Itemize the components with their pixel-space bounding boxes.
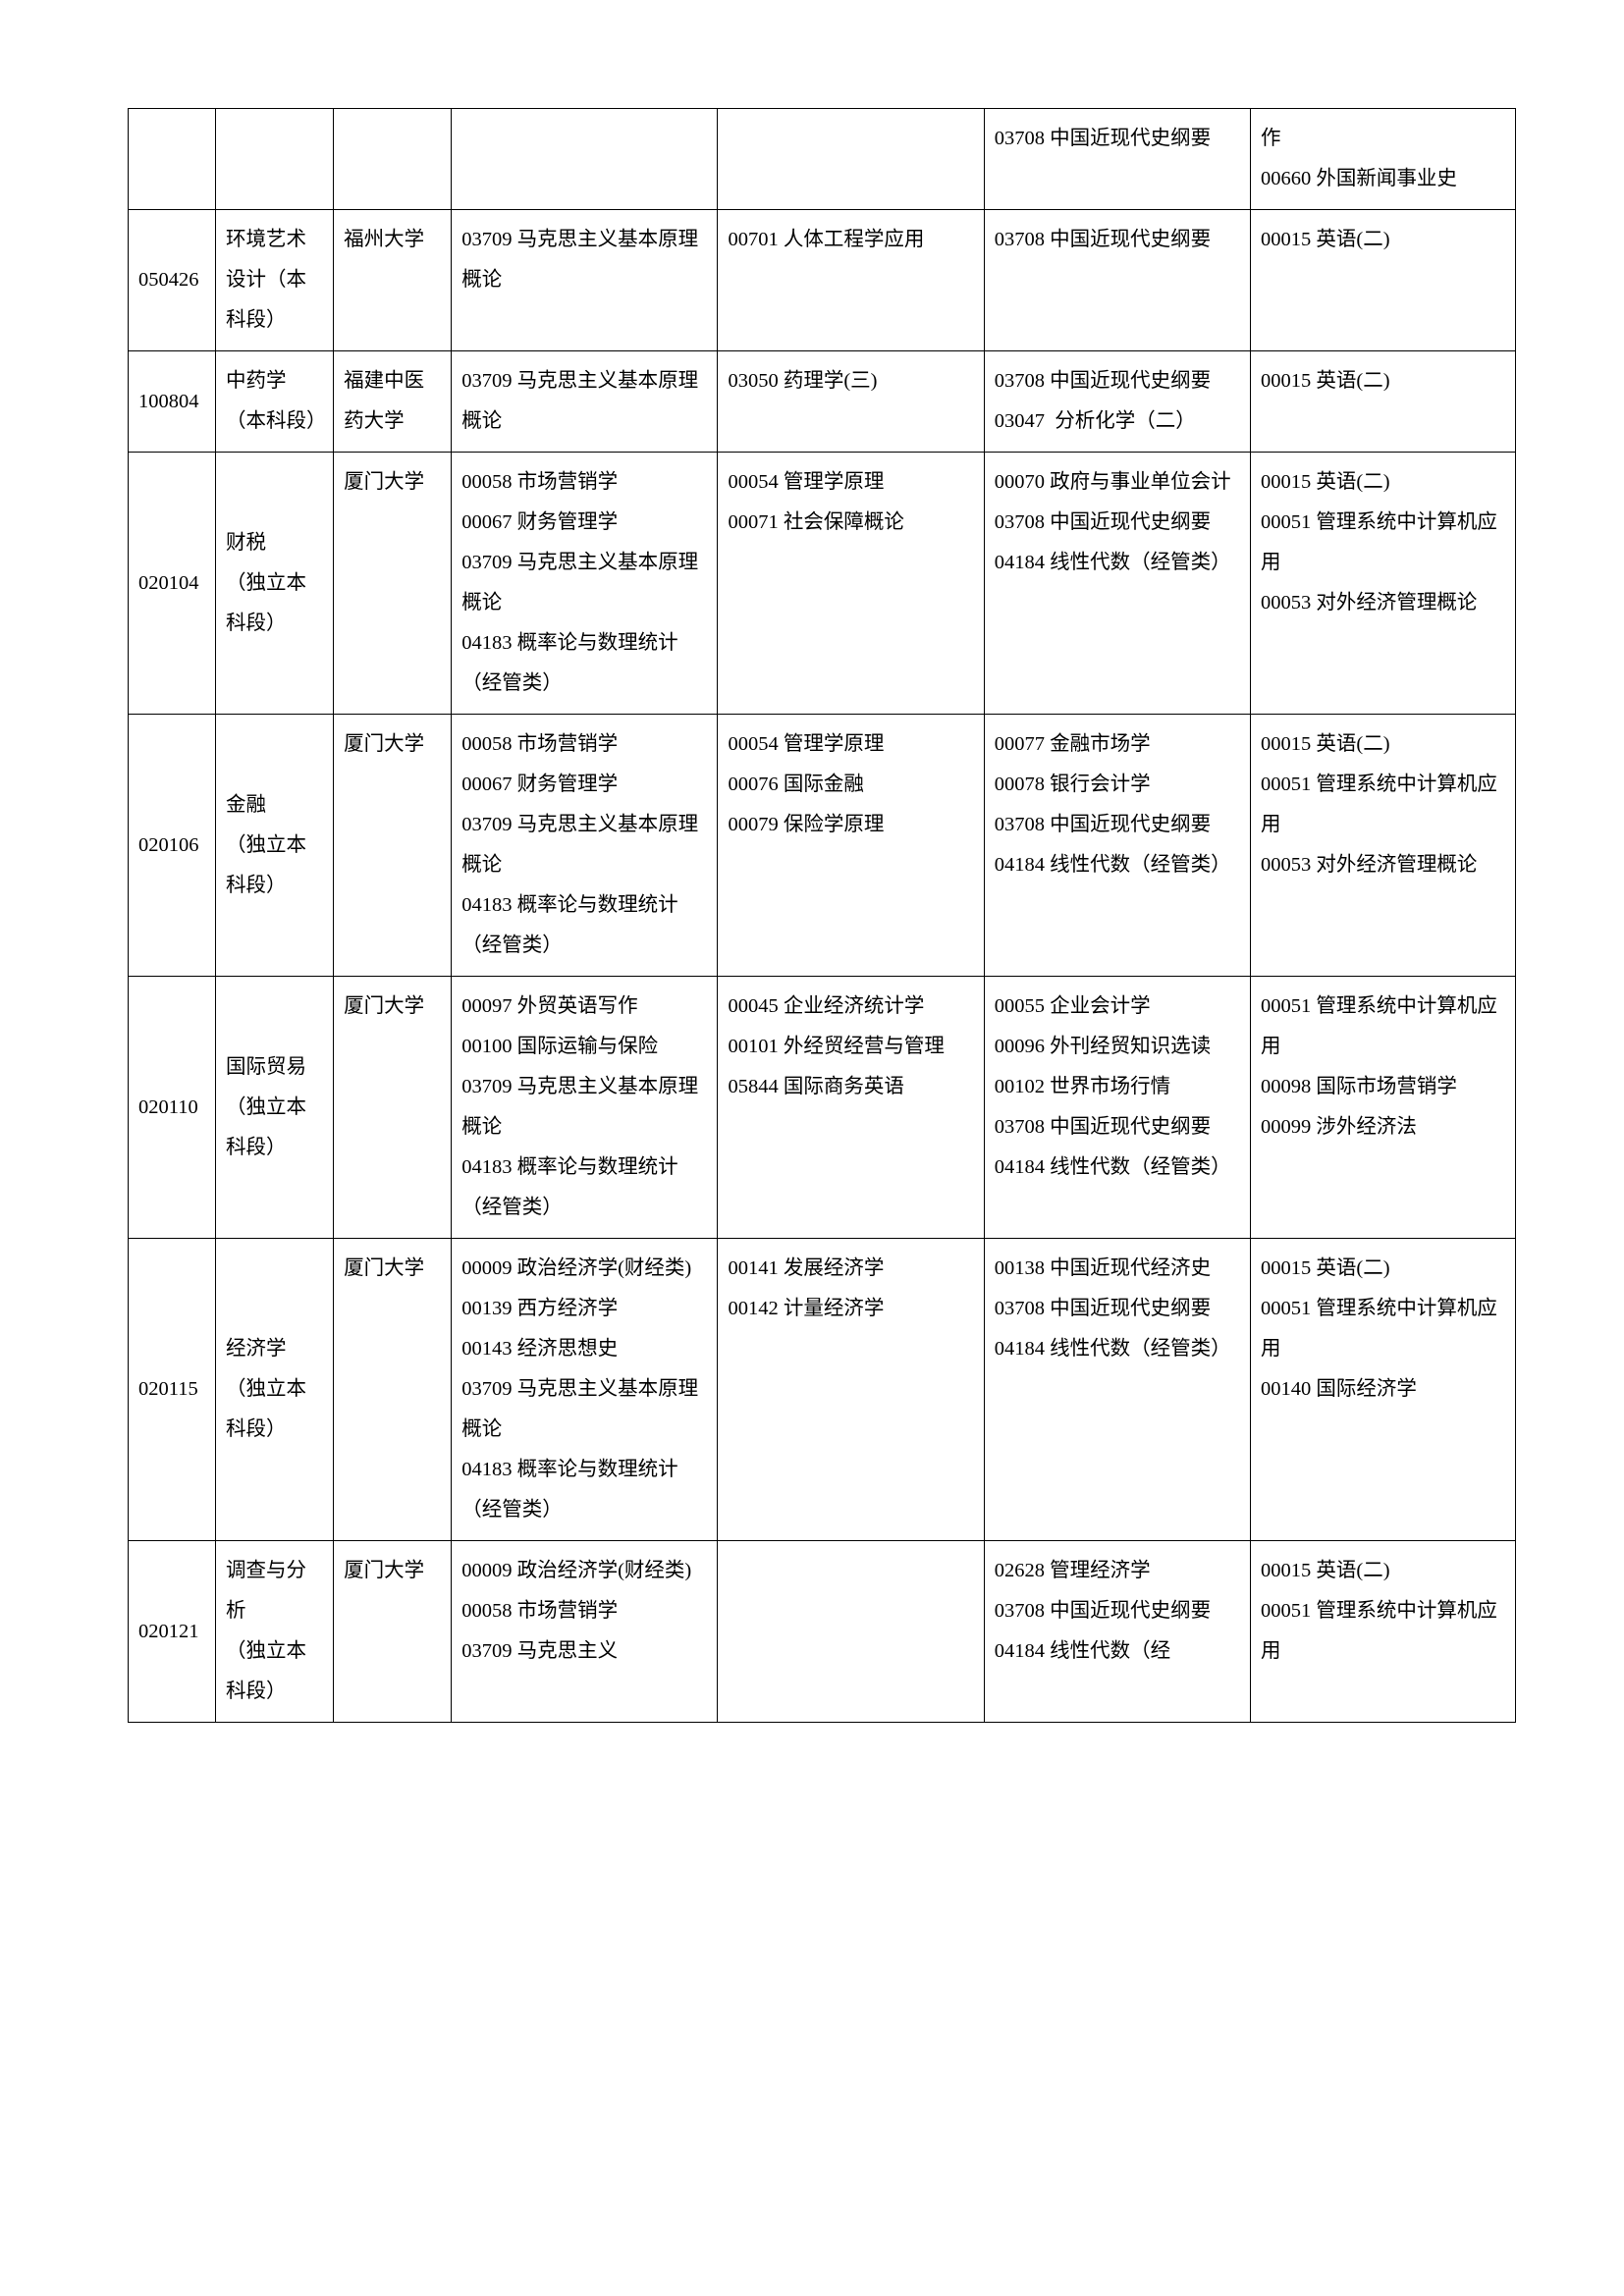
- cell-course-4: 00015 英语(二) 00051 管理系统中计算机应用: [1251, 1541, 1516, 1723]
- cell-course-3: 00055 企业会计学 00096 外刊经贸知识选读 00102 世界市场行情 …: [984, 977, 1250, 1239]
- cell-code: [129, 109, 216, 210]
- cell-school: 厦门大学: [334, 977, 452, 1239]
- cell-code: 020121: [129, 1541, 216, 1723]
- cell-code: 020106: [129, 715, 216, 977]
- cell-course-3: 00070 政府与事业单位会计 03708 中国近现代史纲要 04184 线性代…: [984, 453, 1250, 715]
- cell-major: 环境艺术设计（本科段）: [216, 210, 334, 351]
- table-body: 03708 中国近现代史纲要 作 00660 外国新闻事业史 050426 环境…: [129, 109, 1516, 1723]
- cell-course-2: 00045 企业经济统计学 00101 外经贸经营与管理 05844 国际商务英…: [718, 977, 984, 1239]
- cell-course-1: 03709 马克思主义基本原理概论: [452, 210, 718, 351]
- cell-major: 金融 （独立本科段）: [216, 715, 334, 977]
- cell-course-1: 00058 市场营销学 00067 财务管理学 03709 马克思主义基本原理概…: [452, 715, 718, 977]
- cell-course-4: 00015 英语(二) 00051 管理系统中计算机应用 00053 对外经济管…: [1251, 453, 1516, 715]
- cell-major: 经济学 （独立本科段）: [216, 1239, 334, 1541]
- cell-course-4: 作 00660 外国新闻事业史: [1251, 109, 1516, 210]
- cell-school: 厦门大学: [334, 1541, 452, 1723]
- cell-code: 020115: [129, 1239, 216, 1541]
- cell-course-4: 00015 英语(二) 00051 管理系统中计算机应用 00053 对外经济管…: [1251, 715, 1516, 977]
- cell-course-2: 03050 药理学(三): [718, 351, 984, 453]
- cell-course-3: 02628 管理经济学 03708 中国近现代史纲要 04184 线性代数（经: [984, 1541, 1250, 1723]
- cell-major: 中药学（本科段）: [216, 351, 334, 453]
- cell-school: 厦门大学: [334, 1239, 452, 1541]
- cell-course-3: 00077 金融市场学 00078 银行会计学 03708 中国近现代史纲要 0…: [984, 715, 1250, 977]
- cell-course-4: 00015 英语(二) 00051 管理系统中计算机应用 00140 国际经济学: [1251, 1239, 1516, 1541]
- cell-course-2: [718, 109, 984, 210]
- cell-course-1: 00097 外贸英语写作 00100 国际运输与保险 03709 马克思主义基本…: [452, 977, 718, 1239]
- table-row: 020110 国际贸易 （独立本科段） 厦门大学 00097 外贸英语写作 00…: [129, 977, 1516, 1239]
- table-row: 020106 金融 （独立本科段） 厦门大学 00058 市场营销学 00067…: [129, 715, 1516, 977]
- table-row: 100804 中药学（本科段） 福建中医药大学 03709 马克思主义基本原理概…: [129, 351, 1516, 453]
- cell-school: 厦门大学: [334, 715, 452, 977]
- table-row: 03708 中国近现代史纲要 作 00660 外国新闻事业史: [129, 109, 1516, 210]
- table-row: 020115 经济学 （独立本科段） 厦门大学 00009 政治经济学(财经类)…: [129, 1239, 1516, 1541]
- cell-course-3: 00138 中国近现代经济史 03708 中国近现代史纲要 04184 线性代数…: [984, 1239, 1250, 1541]
- cell-course-3: 03708 中国近现代史纲要: [984, 109, 1250, 210]
- cell-course-2: [718, 1541, 984, 1723]
- cell-course-2: 00141 发展经济学 00142 计量经济学: [718, 1239, 984, 1541]
- table-row: 020104 财税 （独立本科段） 厦门大学 00058 市场营销学 00067…: [129, 453, 1516, 715]
- cell-school: 福州大学: [334, 210, 452, 351]
- cell-major: 国际贸易 （独立本科段）: [216, 977, 334, 1239]
- cell-course-3: 03708 中国近现代史纲要 03047 分析化学（二）: [984, 351, 1250, 453]
- cell-course-3: 03708 中国近现代史纲要: [984, 210, 1250, 351]
- cell-course-1: 00009 政治经济学(财经类) 00058 市场营销学 03709 马克思主义: [452, 1541, 718, 1723]
- cell-course-4: 00051 管理系统中计算机应用 00098 国际市场营销学 00099 涉外经…: [1251, 977, 1516, 1239]
- cell-school: [334, 109, 452, 210]
- cell-school: 福建中医药大学: [334, 351, 452, 453]
- cell-course-1: 03709 马克思主义基本原理概论: [452, 351, 718, 453]
- cell-course-1: [452, 109, 718, 210]
- cell-code: 100804: [129, 351, 216, 453]
- cell-code: 020104: [129, 453, 216, 715]
- cell-course-2: 00701 人体工程学应用: [718, 210, 984, 351]
- cell-course-4: 00015 英语(二): [1251, 351, 1516, 453]
- table-row: 050426 环境艺术设计（本科段） 福州大学 03709 马克思主义基本原理概…: [129, 210, 1516, 351]
- cell-school: 厦门大学: [334, 453, 452, 715]
- cell-course-2: 00054 管理学原理 00071 社会保障概论: [718, 453, 984, 715]
- table-row: 020121 调查与分析 （独立本科段） 厦门大学 00009 政治经济学(财经…: [129, 1541, 1516, 1723]
- course-schedule-table: 03708 中国近现代史纲要 作 00660 外国新闻事业史 050426 环境…: [128, 108, 1516, 1723]
- document-page: 03708 中国近现代史纲要 作 00660 外国新闻事业史 050426 环境…: [0, 0, 1624, 1831]
- cell-major: 财税 （独立本科段）: [216, 453, 334, 715]
- cell-course-2: 00054 管理学原理 00076 国际金融 00079 保险学原理: [718, 715, 984, 977]
- cell-course-1: 00009 政治经济学(财经类) 00139 西方经济学 00143 经济思想史…: [452, 1239, 718, 1541]
- cell-code: 050426: [129, 210, 216, 351]
- cell-course-4: 00015 英语(二): [1251, 210, 1516, 351]
- cell-course-1: 00058 市场营销学 00067 财务管理学 03709 马克思主义基本原理概…: [452, 453, 718, 715]
- cell-major: [216, 109, 334, 210]
- cell-major: 调查与分析 （独立本科段）: [216, 1541, 334, 1723]
- cell-code: 020110: [129, 977, 216, 1239]
